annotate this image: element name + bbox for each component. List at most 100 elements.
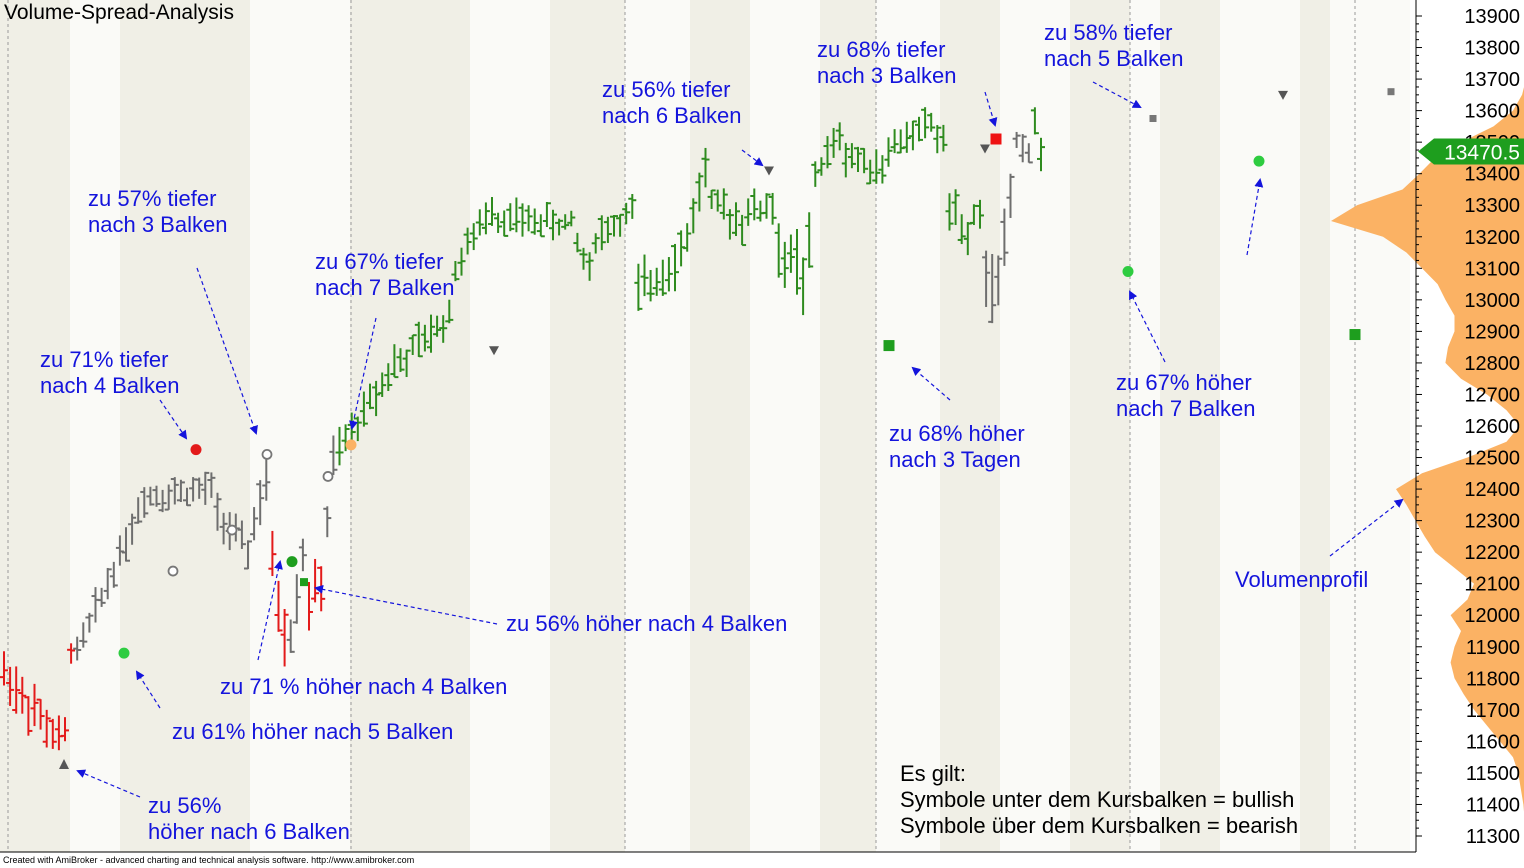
ohlc-bar xyxy=(671,243,679,292)
signal-square xyxy=(1349,329,1361,341)
ohlc-bar xyxy=(902,121,911,153)
price-bars xyxy=(0,107,1045,751)
annotation-61-hoeher: zu 61% höher nach 5 Balken xyxy=(172,719,454,744)
ohlc-bar xyxy=(780,241,789,288)
signal-square xyxy=(1387,88,1395,96)
ohlc-bar xyxy=(750,188,759,221)
ohlc-bar xyxy=(262,456,271,501)
ohlc-bar xyxy=(530,208,539,235)
axis-tick-label: 12300 xyxy=(1464,511,1520,533)
ohlc-bar xyxy=(829,127,838,158)
signal-dot xyxy=(1253,155,1265,167)
background-band xyxy=(1130,0,1160,852)
annotation-67-hoeher: zu 67% höher nach 7 Balken xyxy=(1116,370,1256,421)
annotation-68-tiefer: zu 68% tiefer nach 3 Balken xyxy=(817,37,957,88)
background-band xyxy=(1300,0,1330,852)
ohlc-bar xyxy=(97,587,106,607)
ohlc-bar xyxy=(835,122,844,151)
background-band xyxy=(1330,0,1410,852)
ohlc-bar xyxy=(1018,134,1027,163)
ohlc-bar xyxy=(982,250,991,307)
axis-tick-label: 13900 xyxy=(1464,6,1520,28)
ohlc-bar xyxy=(707,189,716,209)
ohlc-bar xyxy=(36,698,45,730)
signal-triangle-down xyxy=(1278,90,1288,100)
ohlc-bar xyxy=(244,540,252,570)
ohlc-bar xyxy=(250,507,259,541)
ohlc-bar xyxy=(378,372,387,397)
ohlc-bar xyxy=(79,622,88,648)
ohlc-bar xyxy=(762,193,771,219)
ohlc-bar xyxy=(292,574,301,624)
ohlc-bar xyxy=(786,234,795,273)
ohlc-bar xyxy=(463,227,472,255)
signal-dot xyxy=(286,556,298,568)
signal-ring xyxy=(167,565,179,577)
annotation-56-tiefer: zu 56% tiefer nach 6 Balken xyxy=(602,77,742,128)
ohlc-bar xyxy=(512,197,521,233)
ohlc-bar xyxy=(884,137,893,167)
annotation-arrow xyxy=(257,560,283,661)
ohlc-bar xyxy=(115,535,124,566)
ohlc-bar xyxy=(323,506,332,538)
ohlc-bar xyxy=(854,146,862,173)
ohlc-bar xyxy=(945,193,954,231)
annotation-67-tiefer: zu 67% tiefer nach 7 Balken xyxy=(315,249,455,300)
axis-tick-label: 12200 xyxy=(1464,542,1520,564)
axis-tick-label: 13600 xyxy=(1464,101,1520,123)
ohlc-bar xyxy=(30,683,39,727)
ohlc-bar xyxy=(1012,131,1021,148)
ohlc-bar xyxy=(872,149,881,184)
ohlc-bar xyxy=(646,270,655,302)
ohlc-bar xyxy=(555,218,564,236)
ohlc-bar xyxy=(524,205,533,232)
signal-dot xyxy=(345,439,357,451)
ohlc-bar xyxy=(658,259,667,296)
ohlc-bar xyxy=(774,223,783,278)
ohlc-bar xyxy=(176,479,185,503)
ohlc-bar xyxy=(744,198,753,226)
ohlc-bar xyxy=(908,120,917,151)
ohlc-bar xyxy=(738,214,747,247)
ohlc-bar xyxy=(976,199,984,229)
ohlc-bar xyxy=(585,252,594,281)
ohlc-bar xyxy=(390,344,399,379)
background-band xyxy=(820,0,876,852)
ohlc-bar xyxy=(42,709,51,748)
ohlc-bar xyxy=(921,107,930,139)
annotation-arrow xyxy=(135,670,161,709)
background-band xyxy=(120,0,250,852)
ohlc-bar xyxy=(732,202,740,237)
annotation-arrows xyxy=(76,81,1404,798)
ohlc-bar xyxy=(280,609,289,667)
ohlc-bar xyxy=(664,257,673,292)
annotation-arrow xyxy=(1329,498,1404,557)
annotation-68-hoeher: zu 68% höher nach 3 Tagen xyxy=(889,421,1025,472)
ohlc-bar xyxy=(927,112,936,132)
ohlc-bar xyxy=(628,194,637,219)
background-band xyxy=(1220,0,1300,852)
annotation-56-hoeher-6: zu 56% höher nach 6 Balken xyxy=(148,793,350,844)
ohlc-bar xyxy=(1024,143,1033,164)
ohlc-bar xyxy=(140,487,149,518)
ohlc-bar xyxy=(536,214,545,238)
signal-dot xyxy=(1122,265,1134,277)
ohlc-bar xyxy=(335,426,344,466)
annotation-58-tiefer: zu 58% tiefer nach 5 Balken xyxy=(1044,20,1184,71)
signal-dot xyxy=(190,444,202,456)
ohlc-bar xyxy=(567,210,576,227)
background-band xyxy=(750,0,820,852)
axis-tick-label: 12900 xyxy=(1464,321,1520,343)
ohlc-bar xyxy=(341,424,350,452)
ohlc-bar xyxy=(219,512,228,545)
signal-markers xyxy=(59,88,1395,770)
annotation-arrow xyxy=(1092,81,1142,108)
ohlc-bar xyxy=(384,363,393,392)
ohlc-bar xyxy=(73,636,82,661)
ohlc-bar xyxy=(396,348,405,372)
ohlc-bar xyxy=(402,349,411,378)
axis-tick-label: 12400 xyxy=(1464,479,1520,501)
legend-note-title: Es gilt: xyxy=(900,761,967,786)
